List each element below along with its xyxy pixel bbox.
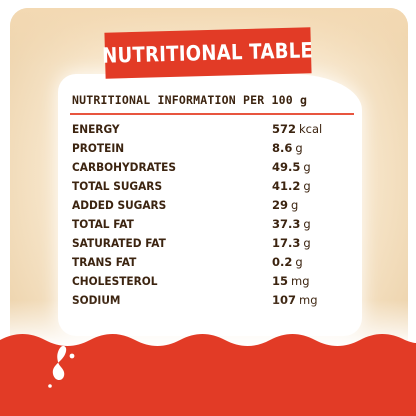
nutrient-name: CHOLESTEROL xyxy=(72,274,158,288)
nutrient-name: TRANS FAT xyxy=(72,255,137,269)
nutrient-value: 15 mg xyxy=(272,274,310,288)
nutrient-value: 41.2 g xyxy=(272,179,311,193)
milk-drop-icon xyxy=(48,384,52,388)
red-wave xyxy=(0,334,416,416)
table-header: NUTRITIONAL INFORMATION PER 100 g xyxy=(72,93,308,107)
nutrient-name: TOTAL FAT xyxy=(72,217,134,231)
nutrition-card xyxy=(58,74,362,336)
nutrition-row-protein: PROTEIN 8.6 g xyxy=(72,139,352,158)
nutrition-row-added-sugars: ADDED SUGARS 29 g xyxy=(72,196,352,215)
nutrient-value: 572 kcal xyxy=(272,122,323,136)
nutrient-value: 0.2 g xyxy=(272,255,303,269)
milk-drop-icon xyxy=(69,353,75,359)
nutrient-name: CARBOHYDRATES xyxy=(72,160,177,174)
nutrient-name: PROTEIN xyxy=(72,141,125,155)
nutrition-row-trans-fat: TRANS FAT 0.2 g xyxy=(72,253,352,272)
nutrient-name: SATURATED FAT xyxy=(72,236,166,250)
nutrition-row-total-sugars: TOTAL SUGARS 41.2 g xyxy=(72,177,352,196)
nutrition-row-energy: ENERGY 572 kcal xyxy=(72,120,352,139)
milk-splash-icon xyxy=(52,345,67,380)
nutrient-value: 37.3 g xyxy=(272,217,311,231)
nutrition-row-saturated-fat: SATURATED FAT 17.3 g xyxy=(72,234,352,253)
nutrition-row-cholesterol: CHOLESTEROL 15 mg xyxy=(72,272,352,291)
nutrient-name: ADDED SUGARS xyxy=(72,198,167,212)
nutrient-value: 49.5 g xyxy=(272,160,311,174)
nutrient-name: ENERGY xyxy=(72,122,120,136)
nutrient-value: 17.3 g xyxy=(272,236,311,250)
nutrient-value: 8.6 g xyxy=(272,141,303,155)
nutrient-value: 29 g xyxy=(272,198,299,212)
nutrition-row-carbohydrates: CARBOHYDRATES 49.5 g xyxy=(72,158,352,177)
header-divider xyxy=(70,113,354,115)
nutrient-name: TOTAL SUGARS xyxy=(72,179,163,193)
nutrition-row-total-fat: TOTAL FAT 37.3 g xyxy=(72,215,352,234)
